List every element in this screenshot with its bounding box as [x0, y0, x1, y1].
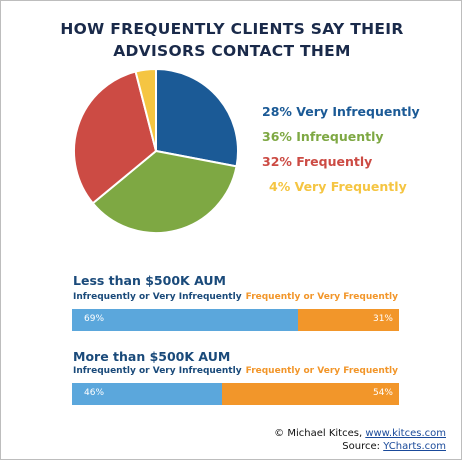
credit-line-1: © Michael Kitces, www.kitces.com	[274, 428, 446, 439]
legend-very-infrequently: 28% Very Infrequently	[262, 104, 420, 119]
bar2-right-category: Frequently or Very Frequently	[245, 366, 398, 376]
bar-more-500k: 46% 54%	[72, 383, 399, 405]
credit-source-label: Source:	[342, 441, 384, 452]
section-title-less-500k: Less than $500K AUM	[73, 273, 226, 288]
bar1-right-category: Frequently or Very Frequently	[245, 292, 398, 302]
credit-line-2: Source: YCharts.com	[342, 441, 446, 452]
legend-frequently: 32% Frequently	[262, 154, 373, 169]
bar1-segment-infrequently: 69%	[72, 309, 298, 331]
pie-slice-very-infrequently	[155, 67, 239, 168]
bar-less-500k: 69% 31%	[72, 309, 399, 331]
bar1-segment-infrequently-label: 69%	[84, 314, 105, 324]
credit-copyright: © Michael Kitces,	[274, 428, 366, 439]
section-title-more-500k: More than $500K AUM	[73, 349, 231, 364]
ycharts-link[interactable]: YCharts.com	[383, 441, 446, 452]
pie-slice-very-frequently	[134, 67, 157, 152]
chart-title-line-2: ADVISORS CONTACT THEM	[113, 42, 351, 60]
bar2-segment-frequently-label: 54%	[372, 388, 393, 398]
bar2-segment-infrequently-label: 46%	[84, 388, 105, 398]
bar1-segment-frequently: 31%	[297, 309, 399, 331]
chart-title-line-1: HOW FREQUENTLY CLIENTS SAY THEIR	[60, 20, 404, 38]
pie-slice-frequently	[73, 70, 158, 205]
pie-slice-infrequently	[91, 149, 238, 234]
legend-very-frequently: 4% Very Frequently	[269, 179, 407, 194]
legend-infrequently: 36% Infrequently	[262, 129, 384, 144]
bar1-left-category: Infrequently or Very Infrequently	[73, 292, 242, 302]
bar2-left-category: Infrequently or Very Infrequently	[73, 366, 242, 376]
bar1-segment-frequently-label: 31%	[372, 314, 393, 324]
bar2-segment-frequently: 54%	[222, 383, 399, 405]
bar2-segment-infrequently: 46%	[72, 383, 223, 405]
kitces-link[interactable]: www.kitces.com	[365, 428, 446, 439]
